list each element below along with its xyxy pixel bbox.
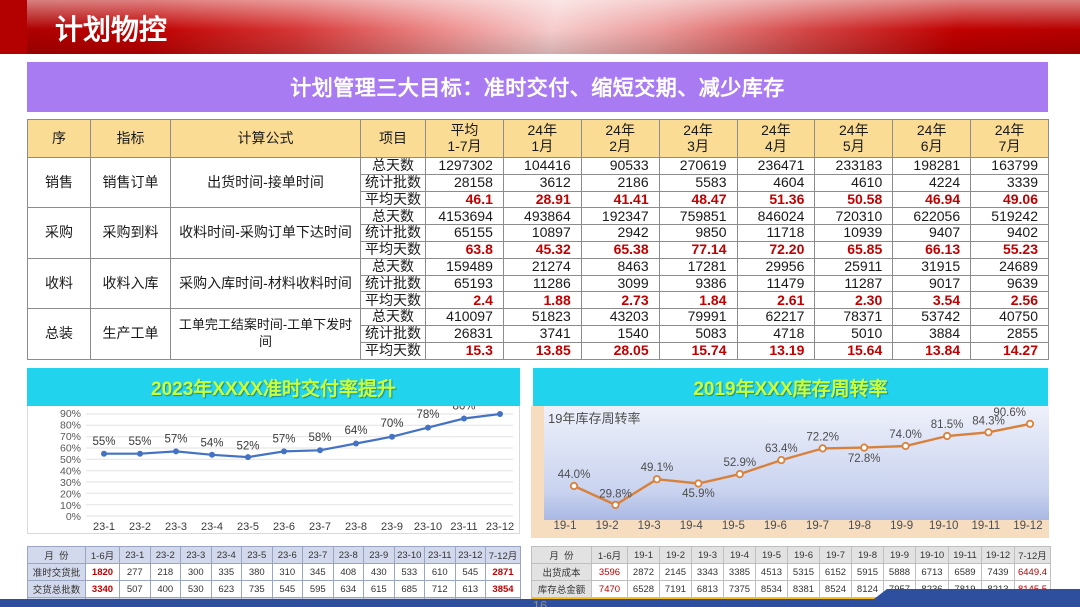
svg-text:23-8: 23-8 — [345, 521, 367, 533]
svg-text:52.9%: 52.9% — [723, 457, 756, 469]
svg-text:23-1: 23-1 — [93, 521, 115, 533]
svg-text:44.0%: 44.0% — [558, 469, 591, 481]
svg-text:63.4%: 63.4% — [765, 443, 798, 455]
svg-text:86%: 86% — [452, 406, 475, 413]
svg-text:57%: 57% — [272, 434, 295, 446]
svg-text:23-5: 23-5 — [237, 521, 259, 533]
svg-text:40%: 40% — [60, 466, 81, 478]
svg-text:23-11: 23-11 — [450, 521, 477, 533]
svg-text:23-12: 23-12 — [486, 521, 514, 533]
svg-text:81.5%: 81.5% — [931, 419, 964, 431]
svg-text:45.9%: 45.9% — [682, 488, 715, 500]
svg-text:49.1%: 49.1% — [641, 462, 674, 474]
svg-text:55%: 55% — [92, 436, 115, 448]
svg-text:70%: 70% — [380, 418, 403, 430]
svg-text:23-3: 23-3 — [165, 521, 187, 533]
svg-text:29.8%: 29.8% — [599, 489, 632, 501]
svg-text:70%: 70% — [60, 431, 81, 443]
svg-text:74.0%: 74.0% — [889, 429, 922, 441]
svg-text:54%: 54% — [200, 438, 223, 450]
svg-text:23-10: 23-10 — [414, 521, 442, 533]
svg-text:23-7: 23-7 — [309, 521, 331, 533]
svg-text:50%: 50% — [60, 454, 81, 466]
svg-text:23-4: 23-4 — [201, 521, 223, 533]
svg-text:30%: 30% — [60, 477, 81, 489]
svg-text:90.6%: 90.6% — [993, 407, 1026, 419]
svg-text:23-6: 23-6 — [273, 521, 295, 533]
svg-text:64%: 64% — [344, 425, 367, 437]
svg-text:0%: 0% — [66, 511, 81, 523]
svg-text:55%: 55% — [128, 436, 151, 448]
svg-text:60%: 60% — [60, 443, 81, 455]
svg-text:90%: 90% — [60, 408, 81, 420]
svg-text:52%: 52% — [236, 441, 259, 453]
svg-text:80%: 80% — [60, 420, 81, 432]
svg-text:78%: 78% — [416, 409, 439, 421]
svg-text:58%: 58% — [308, 432, 331, 444]
svg-text:72.2%: 72.2% — [806, 432, 839, 444]
svg-text:57%: 57% — [164, 434, 187, 446]
svg-text:72.8%: 72.8% — [848, 453, 881, 465]
svg-text:23-2: 23-2 — [129, 521, 151, 533]
svg-text:20%: 20% — [60, 489, 81, 501]
svg-text:23-9: 23-9 — [381, 521, 403, 533]
